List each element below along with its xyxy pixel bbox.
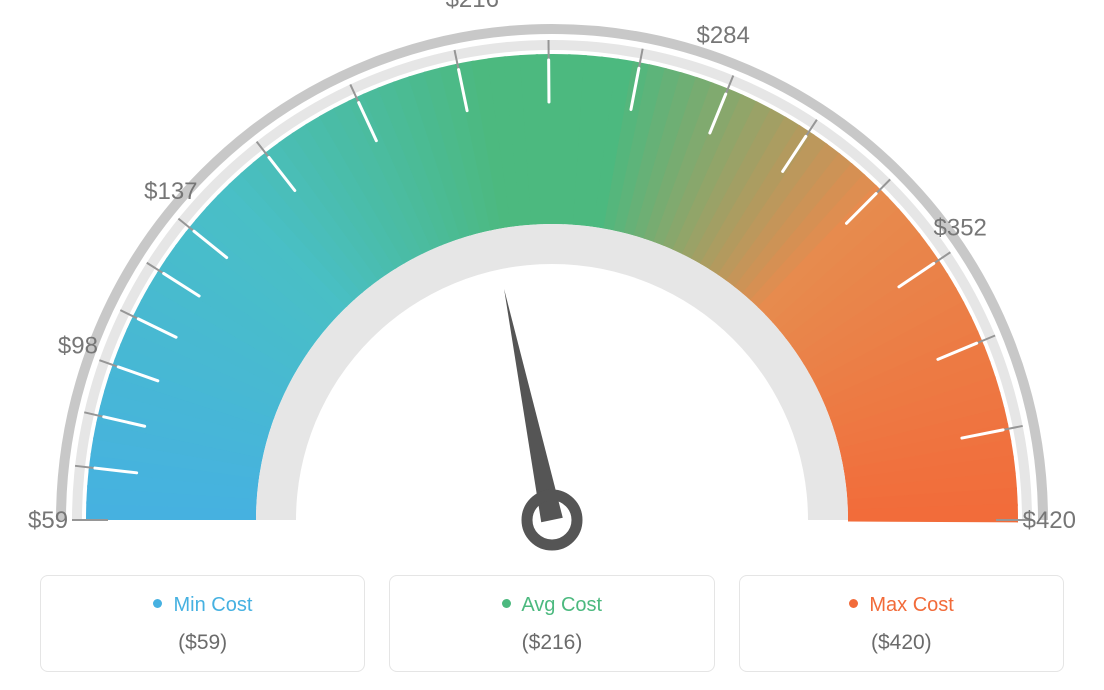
svg-text:$98: $98: [58, 333, 98, 360]
gauge-chart: $59 $98 $137 $216 $284 $352 $420: [0, 0, 1104, 560]
cost-gauge-container: $59 $98 $137 $216 $284 $352 $420 Min Cost ($59…: [0, 0, 1104, 690]
legend-title-min: Min Cost: [51, 594, 354, 617]
legend-value: ($420): [750, 631, 1053, 655]
legend-value: ($216): [400, 631, 703, 655]
svg-text:$216: $216: [446, 0, 499, 13]
legend-card-max: Max Cost ($420): [739, 575, 1064, 672]
svg-text:$284: $284: [696, 22, 749, 49]
legend-title-max: Max Cost: [750, 594, 1053, 617]
legend-label: Min Cost: [173, 594, 252, 616]
dot-icon: [849, 599, 858, 608]
legend-value: ($59): [51, 631, 354, 655]
svg-text:$59: $59: [28, 507, 68, 534]
svg-text:$137: $137: [144, 178, 197, 205]
svg-text:$420: $420: [1023, 507, 1076, 534]
legend-title-avg: Avg Cost: [400, 594, 703, 617]
legend-row: Min Cost ($59) Avg Cost ($216) Max Cost …: [40, 575, 1064, 672]
legend-label: Avg Cost: [521, 594, 602, 616]
dot-icon: [153, 599, 162, 608]
legend-card-avg: Avg Cost ($216): [389, 575, 714, 672]
legend-label: Max Cost: [869, 594, 953, 616]
svg-text:$352: $352: [934, 215, 987, 242]
dot-icon: [502, 599, 511, 608]
legend-card-min: Min Cost ($59): [40, 575, 365, 672]
